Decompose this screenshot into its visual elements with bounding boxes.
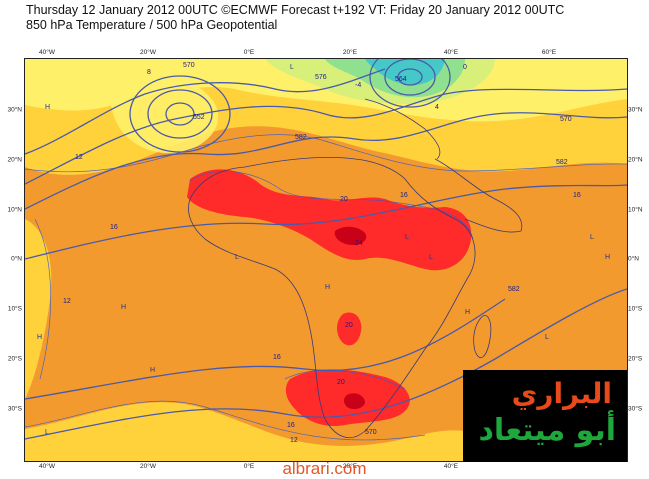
geopotential-contours [25,59,627,440]
pressure-center: H [37,334,42,341]
lon-tick-bottom: 0°E [243,463,255,470]
lon-tick-top: 0°E [243,49,255,56]
temperature-label: 16 [400,192,408,199]
temperature-label: 16 [573,192,581,199]
lat-tick-right: 20°N [628,156,643,164]
temperature-label: 20 [337,379,345,386]
pressure-center: H [325,284,330,291]
temperature-label: 8 [147,69,151,76]
logo-line-2: أبو ميتعاد [478,413,616,448]
pressure-center: L [45,429,49,436]
temperature-label: 12 [75,154,83,161]
lat-tick-left: 20°N [7,156,22,164]
geopotential-label: 552 [193,114,205,121]
geopotential-label: 570 [560,116,572,123]
temp-field-above-24-sahel [334,226,367,245]
lon-tick-top: 20°E [342,49,358,56]
temperature-label: 16 [273,354,281,361]
pressure-center: L [590,234,594,241]
temp-field-20-24-sahel [187,169,472,271]
lat-tick-right: 30°N [628,106,643,114]
geopotential-label: 564 [395,76,407,83]
pressure-center: L [235,254,239,261]
geopotential-label: 576 [315,74,327,81]
temperature-label: 16 [110,224,118,231]
pressure-center: L [545,334,549,341]
temperature-label: 20 [345,322,353,329]
temperature-label: 4 [435,104,439,111]
forecast-title: Thursday 12 January 2012 00UTC ©ECMWF Fo… [26,3,565,17]
temp-field-below-0 [365,59,445,85]
lat-tick-right: 0°N [628,255,639,263]
lat-tick-left: 10°S [7,305,22,313]
pressure-center: H [121,304,126,311]
pressure-center: L [429,254,433,261]
pressure-center: H [465,309,470,316]
temp-field-above-24-south [344,393,365,410]
lat-tick-left: 0°N [11,255,22,263]
geopotential-labels: 570 582 552 576 564 570 582 582 570 [183,62,572,436]
temperature-label: 12 [63,298,71,305]
pressure-center-labels: H L L H H L H L H L H L L H [37,64,610,436]
pressure-center: H [150,367,155,374]
temperature-labels: 12 16 20 24 16 20 16 12 16 20 8 4 0 -4 1… [63,64,581,444]
lat-tick-right: 30°S [628,405,643,413]
temperature-label: 12 [290,437,298,444]
lon-tick-bottom: 20°W [140,463,156,470]
map-header: Thursday 12 January 2012 00UTC ©ECMWF Fo… [26,3,564,33]
albrari-logo: البراري أبو ميتعاد [463,370,627,462]
pressure-center: H [45,104,50,111]
temperature-label: 24 [355,240,363,247]
temp-field-12-16-atlantic [25,219,52,399]
lat-tick-right: 10°N [628,206,643,214]
lon-tick-top: 40°E [443,49,459,56]
temp-field-20-24-central [337,312,362,346]
pressure-center: L [290,64,294,71]
lon-tick-bottom: 40°E [443,463,459,470]
lon-tick-top: 20°W [140,49,156,56]
pressure-center: H [605,254,610,261]
lat-tick-right: 20°S [628,355,643,363]
lon-tick-bottom: 40°W [39,463,55,470]
geopotential-label: 582 [295,134,307,141]
lat-tick-left: 20°S [7,355,22,363]
temperature-label: 20 [340,196,348,203]
lon-tick-top: 60°E [541,49,557,56]
coastlines [188,98,523,439]
lat-tick-left: 30°N [7,106,22,114]
forecast-subtitle: 850 hPa Temperature / 500 hPa Geopotenti… [26,18,278,32]
temperature-label: 0 [463,64,467,71]
lat-tick-right: 10°S [628,305,643,313]
site-watermark: albrari.com [282,459,367,478]
geopotential-label: 582 [508,286,520,293]
logo-line-1: البراري [511,377,612,410]
temperature-label: 16 [287,422,295,429]
pressure-center: L [405,234,409,241]
lon-tick-bottom: 20°E [342,463,358,470]
lat-tick-left: 30°S [7,405,22,413]
geopotential-label: 570 [183,62,195,69]
geopotential-label: 570 [365,429,377,436]
temperature-label: -4 [355,82,361,89]
geopotential-label: 582 [556,159,568,166]
lon-tick-top: 40°W [39,49,55,56]
lat-tick-left: 10°N [7,206,22,214]
